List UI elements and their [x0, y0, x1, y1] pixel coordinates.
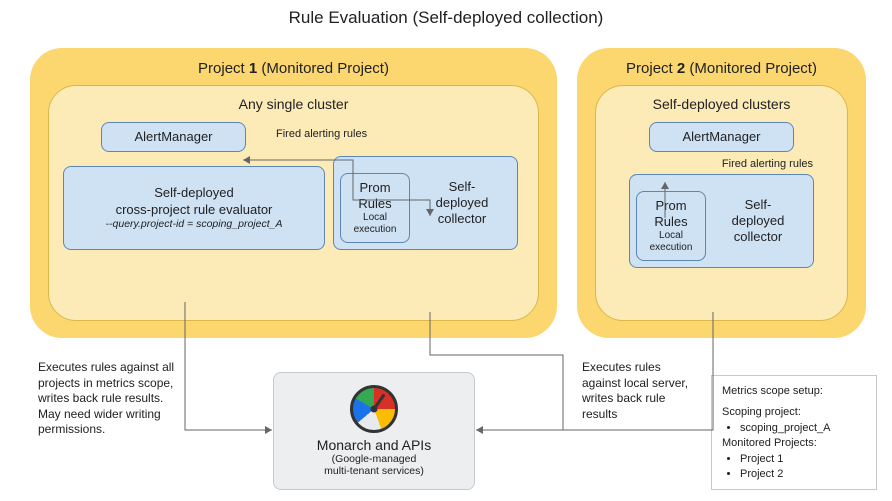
project-1: Project 1 (Monitored Project) Any single…: [30, 48, 557, 338]
fired-label-1: Fired alerting rules: [276, 122, 367, 140]
note-2: Executes rules against local server, wri…: [582, 360, 700, 422]
fired-label-2: Fired alerting rules: [722, 158, 813, 170]
cluster-2-title: Self-deployed clusters: [610, 96, 833, 112]
prom-rules-box-2: Prom Rules Local execution: [636, 191, 706, 261]
project-2-cluster: Self-deployed clusters AlertManager Fire…: [595, 85, 848, 321]
alertmanager-box-2: AlertManager: [649, 122, 794, 152]
note-1: Executes rules against all projects in m…: [38, 360, 188, 438]
gauge-icon: [350, 385, 398, 433]
rule-evaluator-box: Self-deployed cross-project rule evaluat…: [63, 166, 325, 250]
metrics-scope-box: Metrics scope setup: Scoping project: sc…: [711, 375, 877, 490]
project-1-title: Project 1 (Monitored Project): [48, 60, 539, 77]
project-1-cluster: Any single cluster AlertManager Fired al…: [48, 85, 539, 321]
cluster-1-title: Any single cluster: [63, 96, 524, 112]
project-2-title: Project 2 (Monitored Project): [595, 60, 848, 77]
page-title: Rule Evaluation (Self-deployed collectio…: [0, 0, 892, 40]
collector-outer-1: Prom Rules Local execution Self- deploye…: [333, 156, 518, 250]
monarch-box: Monarch and APIs (Google-managed multi-t…: [273, 372, 475, 490]
project-2: Project 2 (Monitored Project) Self-deplo…: [577, 48, 866, 338]
alertmanager-box-1: AlertManager: [101, 122, 246, 152]
collector-outer-2: Prom Rules Local execution Self- deploye…: [629, 174, 814, 268]
prom-rules-box-1: Prom Rules Local execution: [340, 173, 410, 243]
